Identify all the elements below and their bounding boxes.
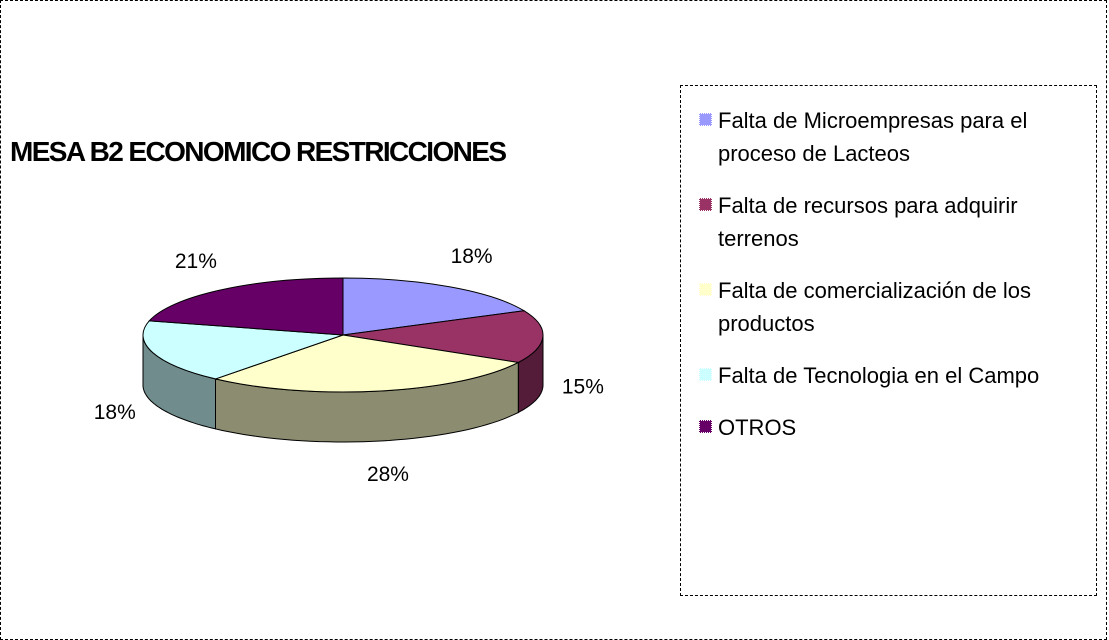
chart-title: MESA B2 ECONOMICO RESTRICCIONES (10, 136, 507, 167)
data-label: 18% (451, 245, 493, 268)
legend-swatch (699, 198, 712, 211)
legend-item: Falta de recursos para adquirir terrenos (699, 189, 1096, 255)
data-label: 28% (367, 463, 409, 486)
data-label: 15% (562, 375, 604, 398)
slice (142, 320, 344, 380)
legend-label: OTROS (718, 415, 797, 440)
data-label: 21% (175, 250, 217, 273)
slice (148, 277, 344, 336)
legend-item: Falta de comercialización de los product… (699, 274, 1096, 340)
legend-swatch (699, 283, 712, 296)
slice (342, 310, 544, 363)
legend-label: Falta de comercialización de los product… (718, 278, 1032, 336)
legend-item: OTROS (699, 411, 1096, 444)
legend-label: Falta de recursos para adquirir terrenos (718, 193, 1018, 251)
slice (342, 277, 526, 336)
legend-swatch (699, 113, 712, 126)
slice (213, 334, 520, 393)
data-label: 18% (94, 401, 136, 424)
legend: Falta de Microempresas para el proceso d… (680, 85, 1097, 596)
chart: 18% 15% 28% 18% 21% (94, 245, 604, 486)
legend-swatch (699, 368, 712, 381)
legend-label: Falta de Tecnologia en el Campo (718, 363, 1040, 388)
legend-item: Falta de Microempresas para el proceso d… (699, 104, 1096, 170)
legend-item: Falta de Tecnologia en el Campo (699, 359, 1096, 392)
legend-label: Falta de Microempresas para el proceso d… (718, 108, 1028, 166)
legend-swatch (699, 420, 712, 433)
